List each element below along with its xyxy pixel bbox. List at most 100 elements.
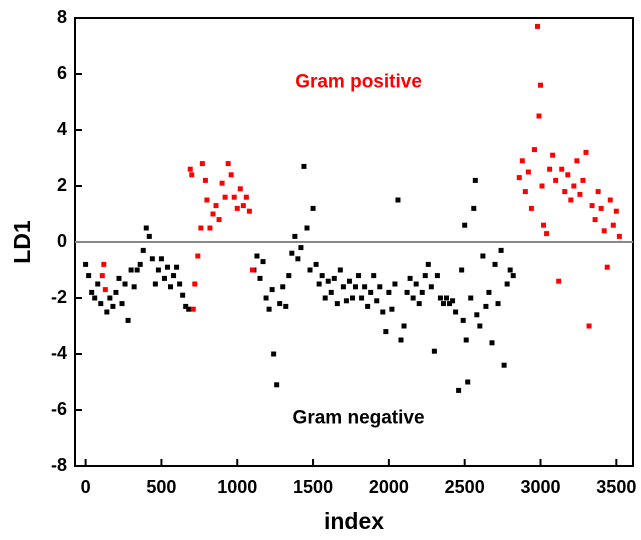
y-tick-label: 4	[57, 119, 67, 139]
point	[498, 247, 504, 253]
point	[353, 284, 359, 290]
x-tick-label: 2500	[445, 477, 485, 497]
point	[534, 23, 540, 29]
point	[213, 203, 219, 209]
point	[174, 264, 180, 270]
point	[107, 295, 113, 301]
y-tick-label: -8	[51, 455, 67, 475]
point	[486, 289, 492, 295]
point	[158, 256, 164, 262]
point	[295, 256, 301, 262]
point	[586, 323, 592, 329]
point	[419, 289, 425, 295]
point	[316, 281, 322, 287]
point	[146, 233, 152, 239]
point	[92, 295, 98, 301]
point	[128, 267, 134, 273]
point	[155, 267, 161, 273]
point	[274, 382, 280, 388]
point	[460, 317, 466, 323]
point	[392, 281, 398, 287]
point	[465, 379, 471, 385]
point	[277, 301, 283, 307]
point	[104, 309, 110, 315]
point	[161, 275, 167, 281]
point	[349, 295, 355, 301]
series-label: Gram negative	[293, 407, 425, 428]
point	[116, 275, 122, 281]
point	[504, 281, 510, 287]
point	[616, 233, 622, 239]
x-tick-label: 3500	[596, 477, 636, 497]
point	[407, 275, 413, 281]
point	[149, 256, 155, 262]
point	[453, 309, 459, 315]
point	[322, 295, 328, 301]
point	[207, 225, 213, 231]
point	[263, 295, 269, 301]
x-tick-label: 0	[81, 477, 91, 497]
point	[463, 337, 469, 343]
point	[574, 158, 580, 164]
point	[477, 323, 483, 329]
point	[346, 278, 352, 284]
point	[325, 278, 331, 284]
point	[425, 261, 431, 267]
point	[589, 203, 595, 209]
point	[613, 208, 619, 214]
point	[416, 301, 422, 307]
point	[134, 267, 140, 273]
point	[228, 172, 234, 178]
point	[519, 158, 525, 164]
point	[328, 289, 334, 295]
point	[377, 284, 383, 290]
point	[343, 298, 349, 304]
point	[474, 312, 480, 318]
point	[443, 295, 449, 301]
point	[410, 295, 416, 301]
point	[240, 203, 246, 209]
point	[610, 222, 616, 228]
point	[607, 197, 613, 203]
point	[189, 172, 195, 178]
point	[190, 306, 196, 312]
point	[398, 337, 404, 343]
point	[468, 295, 474, 301]
point	[450, 298, 456, 304]
point	[257, 275, 263, 281]
point	[143, 225, 149, 231]
point	[164, 264, 170, 270]
point	[237, 186, 243, 192]
point	[283, 303, 289, 309]
point	[472, 177, 478, 183]
point	[516, 175, 522, 181]
point	[310, 205, 316, 211]
point	[98, 301, 104, 307]
point	[368, 289, 374, 295]
point	[440, 301, 446, 307]
point	[583, 149, 589, 155]
point	[210, 211, 216, 217]
point	[437, 295, 443, 301]
point	[152, 281, 158, 287]
point	[380, 309, 386, 315]
point	[536, 113, 542, 119]
point	[254, 253, 260, 259]
point	[492, 261, 498, 267]
y-tick-label: 2	[57, 175, 67, 195]
point	[471, 205, 477, 211]
point	[204, 197, 210, 203]
point	[413, 281, 419, 287]
point	[501, 362, 507, 368]
point	[280, 284, 286, 290]
point	[246, 208, 252, 214]
point	[359, 295, 365, 301]
point	[86, 273, 92, 279]
point	[386, 289, 392, 295]
point	[538, 82, 544, 88]
point	[101, 261, 107, 267]
y-axis-label: LD1	[9, 220, 35, 264]
point	[483, 303, 489, 309]
point	[362, 284, 368, 290]
x-tick-label: 3000	[520, 477, 560, 497]
